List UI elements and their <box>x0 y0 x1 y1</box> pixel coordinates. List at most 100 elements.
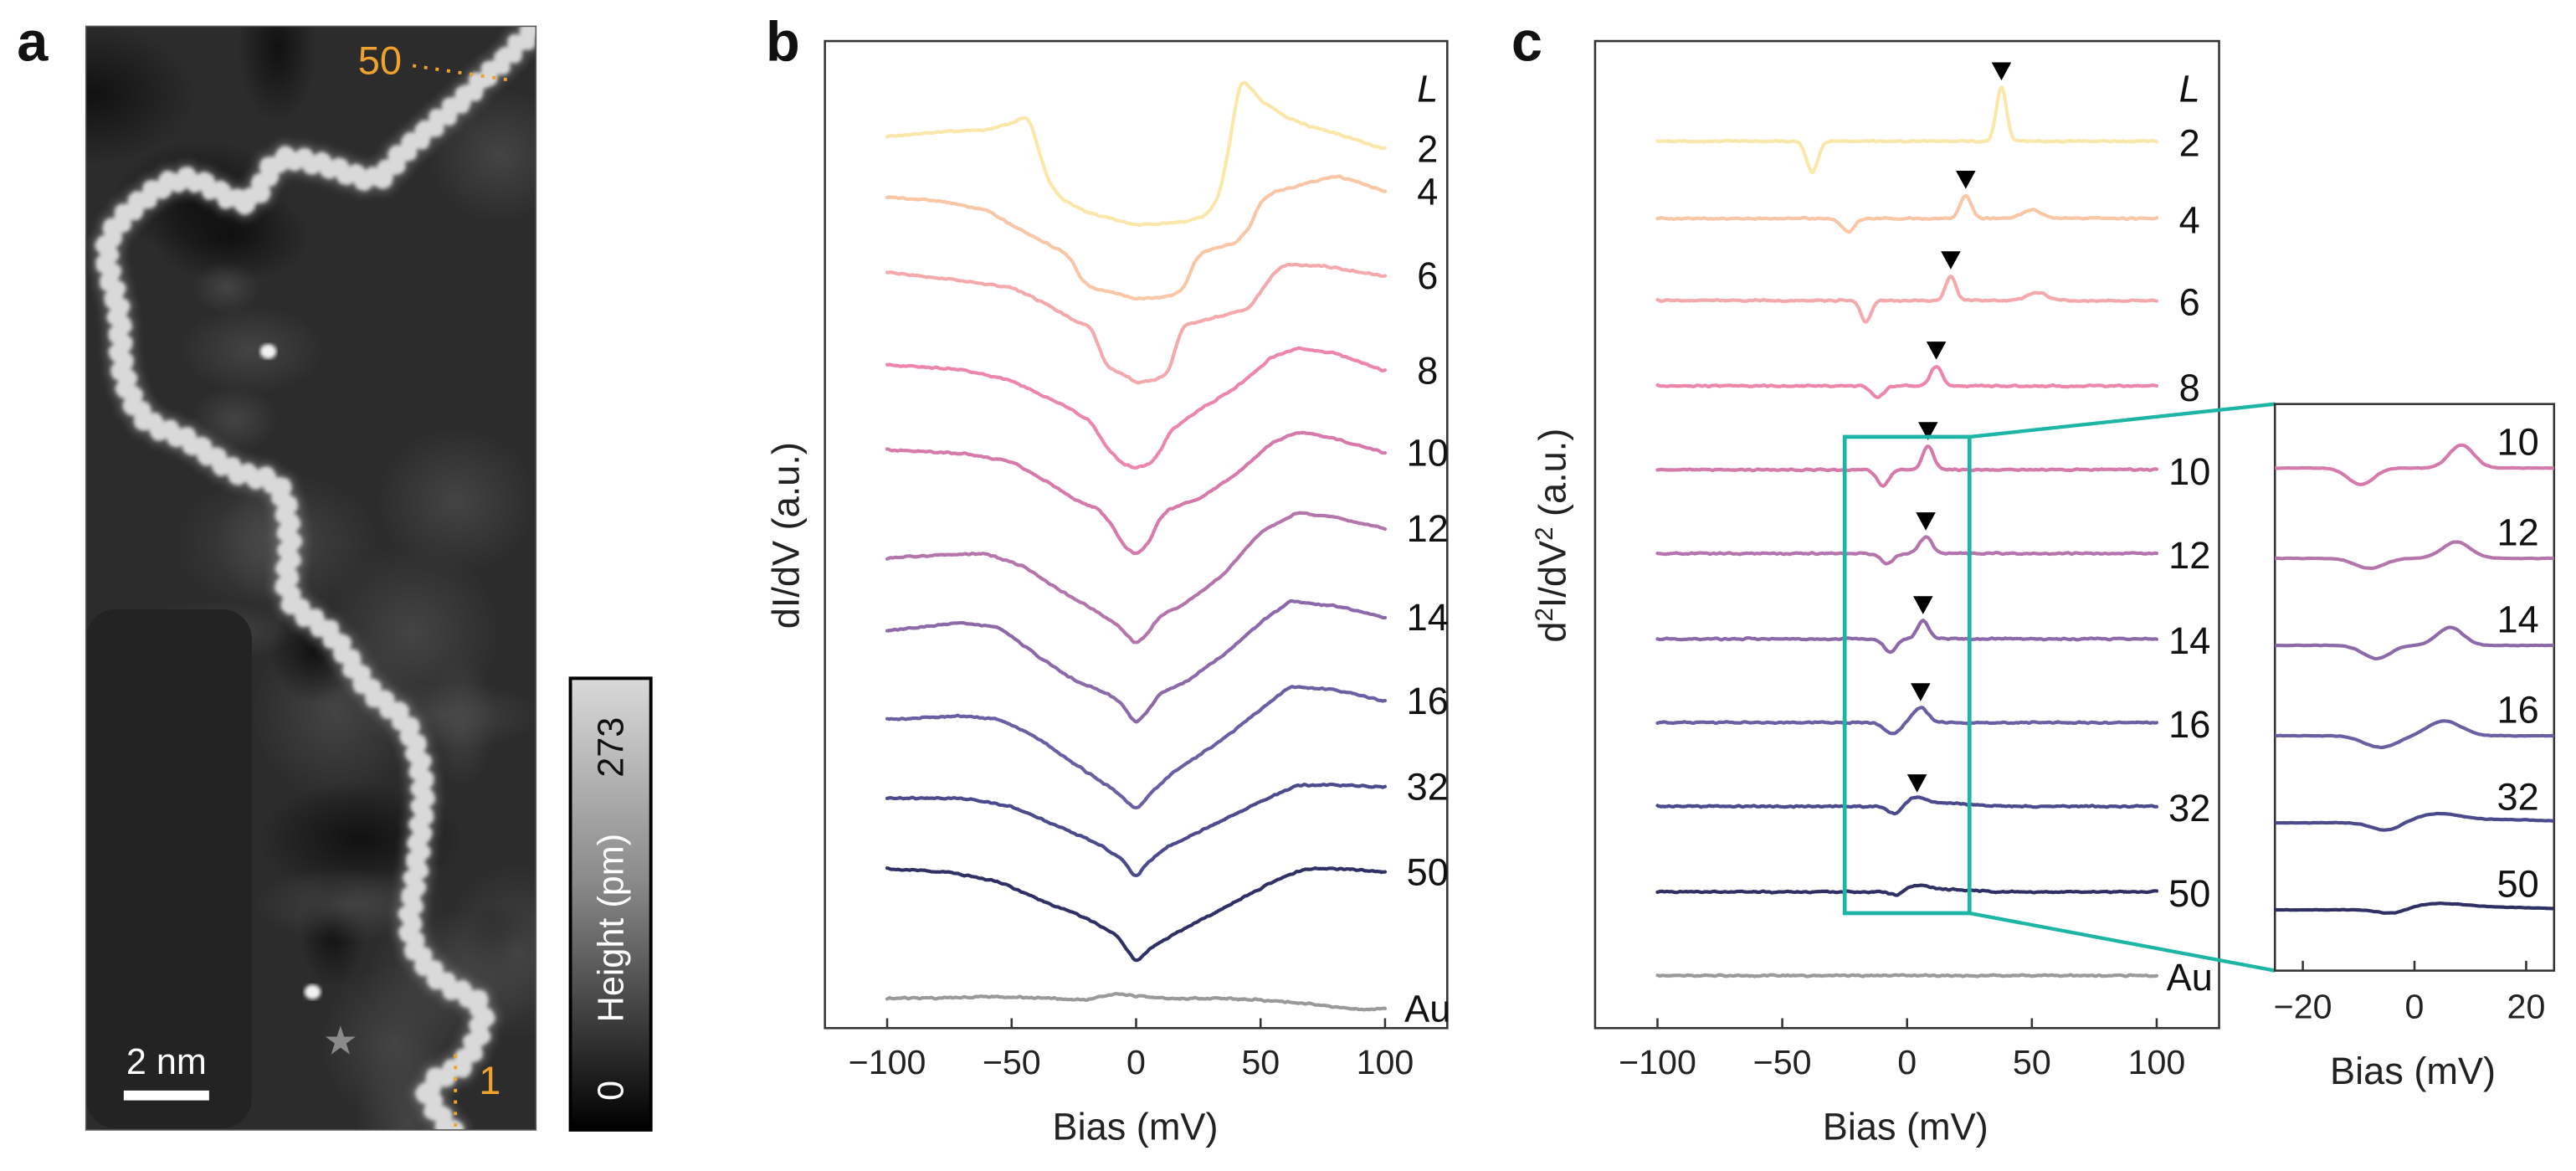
panel-label-a: a <box>17 12 49 74</box>
y-axis-title: dI/dV (a.u.) <box>764 442 807 629</box>
curve-label-14: 14 <box>1407 596 1449 639</box>
stm-texture-blob <box>376 427 536 574</box>
x-tick-label: −50 <box>1753 1043 1812 1081</box>
peak-marker-icon <box>1913 596 1933 614</box>
curve-label-12: 12 <box>2168 534 2210 577</box>
colorbar-max: 273 <box>591 717 631 778</box>
inset-curve-L-14 <box>2275 625 2554 661</box>
x-tick-label: 0 <box>1897 1043 1917 1081</box>
axes-frame <box>824 39 1449 1030</box>
ylabel-unit: (a.u.) <box>1532 429 1574 527</box>
x-tick-label: 50 <box>1241 1043 1280 1081</box>
curve-label-10: 10 <box>2168 450 2210 493</box>
curve-L-Au <box>1655 973 2159 978</box>
curve-label-50: 50 <box>2168 872 2210 915</box>
curve-L-14 <box>885 598 1388 724</box>
zoom-box <box>1842 402 2276 973</box>
curve-L-32 <box>885 783 1388 878</box>
curve-label-32: 32 <box>2168 787 2210 829</box>
x-tick-label: 0 <box>1126 1043 1146 1081</box>
chart-c: d2I/dV2 (a.u.) Bias (mV) L −100 −50 0 50 100… <box>1531 39 2276 1148</box>
curve-label-12: 12 <box>1407 507 1449 550</box>
stm-texture-blob <box>85 26 197 166</box>
peak-marker-icon <box>1956 171 1976 189</box>
x-ticks: −100 −50 0 50 100 <box>1619 1018 2185 1081</box>
x-tick-label: −100 <box>849 1043 926 1081</box>
peak-marker-icon <box>1941 251 1961 270</box>
stm-texture-blob <box>192 261 260 314</box>
curve-label-2: 2 <box>2179 121 2200 164</box>
zoom-connector <box>1968 911 2276 973</box>
stm-frame <box>85 25 537 1131</box>
x-tick-label: −20 <box>2274 988 2332 1026</box>
chart-b: dI/dV (a.u.) Bias (mV) L −100 −50 0 50 100 2… <box>764 39 1450 1148</box>
chart-c-inset: Bias (mV) −20 0 20 10 12 14 16 32 50 <box>2274 403 2556 1092</box>
curves <box>1655 85 2159 978</box>
inset-curve-L-10 <box>2275 443 2554 486</box>
adatom-dot <box>259 344 277 359</box>
curve-label-16: 16 <box>2168 703 2210 746</box>
chain-backbone <box>95 26 536 1130</box>
curve-L-16 <box>1655 706 2159 736</box>
inset-curve-L-50 <box>2275 901 2554 915</box>
curve-label-8: 8 <box>1417 349 1438 392</box>
stm-texture-blob <box>238 26 317 124</box>
curve-L-6 <box>885 262 1388 385</box>
curve-label-4: 4 <box>1417 170 1438 213</box>
stm-texture-blob <box>191 386 278 454</box>
curve-L-16 <box>885 685 1388 810</box>
curve-label-16: 16 <box>1407 680 1449 722</box>
curve-label-2: 2 <box>1417 128 1438 171</box>
legend-title: L <box>1417 68 1438 110</box>
inset-curve-label-10: 10 <box>2497 421 2539 464</box>
zoom-connector <box>1969 402 2276 439</box>
legend-title: L <box>2179 68 2200 110</box>
chain-end-label: 50 <box>358 38 402 82</box>
peak-marker-icon <box>1911 683 1931 701</box>
x-tick-label: 100 <box>1357 1043 1414 1081</box>
inset-curve-L-12 <box>2275 540 2554 571</box>
curves <box>885 80 1388 1012</box>
stm-texture-blob <box>179 306 325 394</box>
curve-label-6: 6 <box>2179 281 2200 324</box>
curve-L-Au <box>885 992 1388 1012</box>
x-axis-title: Bias (mV) <box>2330 1050 2496 1092</box>
inset-curve-label-16: 16 <box>2497 688 2539 731</box>
y-axis-title: d2I/dV2 (a.u.) <box>1531 429 1574 643</box>
panel-label-b: b <box>766 12 800 74</box>
peak-marker-icon <box>1906 774 1927 793</box>
colorbar-gradient <box>568 676 653 1132</box>
ylabel-exp2: 2 <box>1531 527 1558 541</box>
x-axis-title: Bias (mV) <box>1823 1106 1988 1148</box>
curve-label-10: 10 <box>1407 432 1449 475</box>
curve-label-50: 50 <box>1407 850 1449 893</box>
star-icon: ★ <box>323 1019 358 1063</box>
inset-curve-label-14: 14 <box>2497 598 2539 640</box>
curve-label-Au: Au <box>2167 956 2213 999</box>
ylabel-d: d <box>1532 622 1574 643</box>
molecular-chain <box>90 26 536 1130</box>
scale-bar-backdrop <box>85 609 252 1128</box>
curve-L-8 <box>1655 365 2159 399</box>
curve-L-50 <box>1655 883 2159 897</box>
axes-frame <box>1593 39 2220 1030</box>
curve-L-14 <box>1655 619 2159 655</box>
peak-marker-icon <box>1918 422 1938 440</box>
zoom-region-box <box>1842 434 1972 916</box>
curve-L-6 <box>1655 275 2159 324</box>
curve-labels: 10 12 14 16 32 50 <box>2497 421 2539 906</box>
curve-L-50 <box>885 866 1388 963</box>
peak-marker-icon <box>1916 512 1936 531</box>
scale-bar-label: 2 nm <box>126 1042 207 1082</box>
curve-L-2 <box>1655 85 2159 175</box>
x-ticks: −20 0 20 <box>2274 960 2545 1026</box>
curve-label-8: 8 <box>2179 367 2200 409</box>
x-tick-label: −50 <box>983 1043 1041 1081</box>
x-ticks: −100 −50 0 50 100 <box>849 1018 1414 1081</box>
peak-marker-icon <box>1991 62 2012 81</box>
ylabel-exp1: 2 <box>1531 608 1558 621</box>
inset-curve-L-32 <box>2275 811 2554 832</box>
